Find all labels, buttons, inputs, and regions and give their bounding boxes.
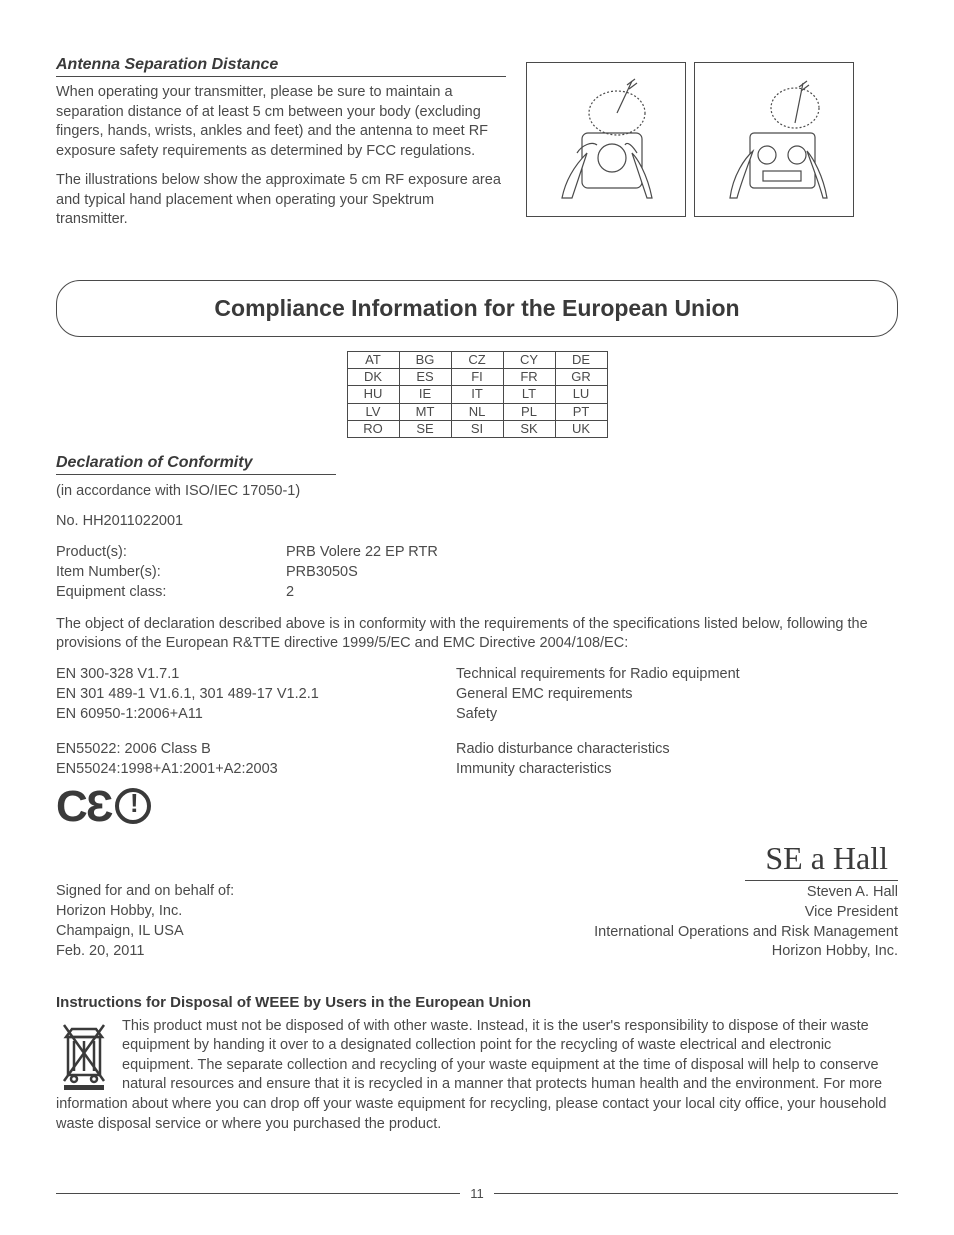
country-cell: AT bbox=[347, 351, 399, 368]
country-cell: ES bbox=[399, 369, 451, 386]
signer-title: Vice President bbox=[594, 903, 898, 923]
spec-standard: EN 60950-1:2006+A11 bbox=[56, 704, 456, 724]
signer-company: Horizon Hobby, Inc. bbox=[594, 942, 898, 962]
spec-row: EN 300-328 V1.7.1Technical requirements … bbox=[56, 664, 898, 684]
spec-description: Technical requirements for Radio equipme… bbox=[456, 664, 740, 684]
transmitter-illustration-2 bbox=[694, 62, 854, 217]
weee-heading: Instructions for Disposal of WEEE by Use… bbox=[56, 994, 898, 1011]
spec-description: Safety bbox=[456, 704, 497, 724]
equip-value: 2 bbox=[286, 582, 294, 602]
country-cell: FR bbox=[503, 369, 555, 386]
sign-right-block: SE a Hall Steven A. Hall Vice President … bbox=[594, 837, 898, 961]
spec-description: General EMC requirements bbox=[456, 684, 633, 704]
signer-dept: International Operations and Risk Manage… bbox=[594, 923, 898, 943]
spec-row: EN55022: 2006 Class BRadio disturbance c… bbox=[56, 739, 898, 759]
country-cell: BG bbox=[399, 351, 451, 368]
country-cell: FI bbox=[451, 369, 503, 386]
country-cell: CZ bbox=[451, 351, 503, 368]
product-row: Product(s): PRB Volere 22 EP RTR bbox=[56, 542, 898, 562]
antenna-paragraph-1: When operating your transmitter, please … bbox=[56, 83, 506, 161]
product-label: Product(s): bbox=[56, 542, 286, 562]
sign-date: Feb. 20, 2011 bbox=[56, 941, 234, 961]
item-row: Item Number(s): PRB3050S bbox=[56, 562, 898, 582]
country-cell: IE bbox=[399, 386, 451, 403]
weee-bin-icon bbox=[56, 1019, 112, 1091]
country-cell: SK bbox=[503, 420, 555, 437]
country-code-table: ATBGCZCYDEDKESFIFRGRHUIEITLTLULVMTNLPLPT… bbox=[347, 351, 608, 438]
country-cell: LT bbox=[503, 386, 555, 403]
doc-declaration-text: The object of declaration described abov… bbox=[56, 615, 898, 654]
spec-description: Immunity characteristics bbox=[456, 759, 612, 779]
sign-for: Signed for and on behalf of: bbox=[56, 881, 234, 901]
antenna-heading: Antenna Separation Distance bbox=[56, 56, 506, 77]
signature-row: Signed for and on behalf of: Horizon Hob… bbox=[56, 837, 898, 961]
footer-line-left bbox=[56, 1193, 460, 1194]
signature-image: SE a Hall bbox=[745, 837, 898, 881]
footer-line-right bbox=[494, 1193, 898, 1194]
item-label: Item Number(s): bbox=[56, 562, 286, 582]
spec-list-2: EN55022: 2006 Class BRadio disturbance c… bbox=[56, 739, 898, 780]
country-cell: LV bbox=[347, 403, 399, 420]
doc-number: No. HH2011022001 bbox=[56, 511, 898, 531]
item-value: PRB3050S bbox=[286, 562, 358, 582]
page-footer: 11 bbox=[56, 1186, 898, 1201]
ce-mark-icon: CƐ bbox=[56, 785, 898, 829]
antenna-paragraph-2: The illustrations below show the approxi… bbox=[56, 171, 506, 230]
spec-description: Radio disturbance characteristics bbox=[456, 739, 670, 759]
country-cell: NL bbox=[451, 403, 503, 420]
doc-details: (in accordance with ISO/IEC 17050-1) No.… bbox=[56, 481, 898, 962]
country-cell: SI bbox=[451, 420, 503, 437]
country-cell: CY bbox=[503, 351, 555, 368]
country-cell: IT bbox=[451, 386, 503, 403]
country-cell: RO bbox=[347, 420, 399, 437]
page-number: 11 bbox=[470, 1186, 484, 1201]
document-page: Antenna Separation Distance When operati… bbox=[0, 0, 954, 1235]
country-cell: HU bbox=[347, 386, 399, 403]
spec-standard: EN 300-328 V1.7.1 bbox=[56, 664, 456, 684]
country-cell: GR bbox=[555, 369, 607, 386]
illustration-row bbox=[526, 62, 854, 217]
product-value: PRB Volere 22 EP RTR bbox=[286, 542, 438, 562]
signer-name: Steven A. Hall bbox=[594, 883, 898, 903]
country-cell: DE bbox=[555, 351, 607, 368]
doc-accordance: (in accordance with ISO/IEC 17050-1) bbox=[56, 481, 898, 501]
equip-row: Equipment class: 2 bbox=[56, 582, 898, 602]
doc-heading: Declaration of Conformity bbox=[56, 454, 336, 475]
country-row: LVMTNLPLPT bbox=[347, 403, 607, 420]
eu-banner-title: Compliance Information for the European … bbox=[214, 295, 739, 321]
country-cell: SE bbox=[399, 420, 451, 437]
country-cell: DK bbox=[347, 369, 399, 386]
spec-row: EN 60950-1:2006+A11Safety bbox=[56, 704, 898, 724]
country-row: ATBGCZCYDE bbox=[347, 351, 607, 368]
antenna-section: Antenna Separation Distance When operati… bbox=[56, 56, 898, 240]
sign-location: Champaign, IL USA bbox=[56, 921, 234, 941]
country-row: HUIEITLTLU bbox=[347, 386, 607, 403]
country-cell: UK bbox=[555, 420, 607, 437]
country-cell: LU bbox=[555, 386, 607, 403]
transmitter-illustration-1 bbox=[526, 62, 686, 217]
country-cell: MT bbox=[399, 403, 451, 420]
spec-list-1: EN 300-328 V1.7.1Technical requirements … bbox=[56, 664, 898, 725]
spec-standard: EN 301 489-1 V1.6.1, 301 489-17 V1.2.1 bbox=[56, 684, 456, 704]
spec-row: EN 301 489-1 V1.6.1, 301 489-17 V1.2.1Ge… bbox=[56, 684, 898, 704]
country-cell: PL bbox=[503, 403, 555, 420]
country-cell: PT bbox=[555, 403, 607, 420]
country-row: DKESFIFRGR bbox=[347, 369, 607, 386]
country-row: ROSESISKUK bbox=[347, 420, 607, 437]
weee-body: This product must not be disposed of wit… bbox=[56, 1017, 898, 1134]
equip-label: Equipment class: bbox=[56, 582, 286, 602]
spec-standard: EN55022: 2006 Class B bbox=[56, 739, 456, 759]
sign-left-block: Signed for and on behalf of: Horizon Hob… bbox=[56, 881, 234, 962]
spec-row: EN55024:1998+A1:2001+A2:2003Immunity cha… bbox=[56, 759, 898, 779]
weee-text: This product must not be disposed of wit… bbox=[56, 1018, 886, 1132]
sign-company: Horizon Hobby, Inc. bbox=[56, 901, 234, 921]
spec-standard: EN55024:1998+A1:2001+A2:2003 bbox=[56, 759, 456, 779]
eu-compliance-banner: Compliance Information for the European … bbox=[56, 280, 898, 337]
